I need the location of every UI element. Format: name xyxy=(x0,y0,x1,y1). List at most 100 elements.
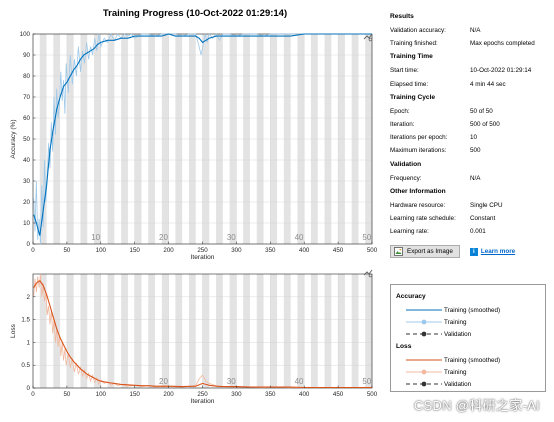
epoch-band xyxy=(66,274,74,388)
plot-window-title: Training Progress (10-Oct-2022 01:29:14) xyxy=(102,8,288,19)
validation-heading: Validation xyxy=(390,160,422,168)
info-label: Learning rate schedule: xyxy=(390,214,456,222)
info-label: Validation accuracy: xyxy=(390,27,446,34)
epoch-band xyxy=(121,274,128,388)
legend-item: Training (smoothed) xyxy=(396,355,536,365)
info-row: Epoch: 50 of 50 xyxy=(390,105,554,118)
x-tick-label: 0 xyxy=(31,247,35,254)
learn-more-link[interactable]: i Learn more xyxy=(469,247,515,256)
info-label: Start time: xyxy=(390,67,419,75)
training-series-line xyxy=(33,273,372,388)
epoch-band xyxy=(107,274,115,388)
y-axis-label: Loss xyxy=(10,323,17,338)
epoch-label: 10 xyxy=(91,233,100,242)
legend-dash-swatch xyxy=(406,381,442,387)
epoch-band xyxy=(80,274,88,388)
x-tick-label: 0 xyxy=(31,391,35,398)
epoch-band xyxy=(351,274,359,388)
x-tick-label: 450 xyxy=(333,247,344,254)
info-label: Elapsed time: xyxy=(390,80,429,88)
info-label: Iterations per epoch: xyxy=(390,134,448,142)
y-tick-label: 60 xyxy=(23,115,30,122)
info-row: Training finished: Max epochs completed xyxy=(390,37,554,50)
info-icon: i xyxy=(469,247,478,256)
axes-toolbar-icon[interactable] xyxy=(363,32,373,42)
x-axis-label: Iteration xyxy=(191,398,215,405)
y-tick-label: 0 xyxy=(27,385,31,392)
legend-item: Training xyxy=(396,317,536,327)
epoch-label: 40 xyxy=(295,233,304,242)
y-tick-label: 70 xyxy=(23,94,30,101)
epoch-band xyxy=(283,274,291,388)
axes-toolbar-icon[interactable] xyxy=(363,268,373,278)
export-button-label: Export as Image xyxy=(407,248,453,255)
info-row: Hardware resource: Single CPU xyxy=(390,199,554,212)
y-tick-label: 100 xyxy=(20,31,31,38)
epoch-band xyxy=(270,274,278,388)
info-value: Max epochs completed xyxy=(470,40,535,48)
x-tick-label: 300 xyxy=(231,247,242,254)
epoch-band xyxy=(39,274,47,388)
x-tick-label: 350 xyxy=(265,391,276,398)
legend-line-swatch xyxy=(406,359,442,361)
training-cycle-heading: Training Cycle xyxy=(390,93,436,101)
epoch-label: 30 xyxy=(227,377,236,386)
epoch-band xyxy=(216,274,223,388)
legend-item: Validation xyxy=(396,329,536,339)
epoch-band xyxy=(148,274,156,388)
info-value: 500 xyxy=(470,147,481,155)
smoothed-series-line xyxy=(33,280,372,389)
info-row: Start time: 10-Oct-2022 01:29:14 xyxy=(390,64,554,77)
x-tick-label: 250 xyxy=(197,391,208,398)
epoch-band xyxy=(310,274,318,388)
other-information-heading: Other Information xyxy=(390,187,446,195)
legend-label: Training (smoothed) xyxy=(444,306,501,314)
epoch-band xyxy=(134,274,142,388)
info-label: Learning rate: xyxy=(390,228,429,236)
x-tick-label: 200 xyxy=(163,247,174,254)
y-axis-label: Accuracy (%) xyxy=(10,119,17,158)
legend-marker-swatch xyxy=(406,319,442,325)
smoothed-series-line xyxy=(33,33,372,236)
accuracy-plot: 0 10 20 30 40 50 60 70 80 90 100 0 50 100 150 200 250 300… xyxy=(10,31,378,261)
info-row: Maximum iterations: 500 xyxy=(390,144,554,157)
epoch-band xyxy=(297,274,305,388)
info-label: Hardware resource: xyxy=(390,201,446,209)
info-row: Learning rate schedule: Constant xyxy=(390,212,554,225)
epoch-band xyxy=(338,274,345,388)
legend-accuracy-heading: Accuracy xyxy=(396,293,426,300)
info-value: Single CPU xyxy=(470,201,503,209)
info-value: N/A xyxy=(470,174,481,182)
y-tick-label: 1 xyxy=(27,339,31,346)
epoch-label: 30 xyxy=(227,233,236,242)
info-value: Constant xyxy=(470,214,496,222)
legend-label: Validation xyxy=(444,330,472,338)
y-tick-label: 20 xyxy=(23,199,30,206)
x-tick-label: 350 xyxy=(265,247,276,254)
legend-label: Training (smoothed) xyxy=(444,356,501,364)
x-tick-label: 100 xyxy=(96,247,107,254)
y-tick-label: 40 xyxy=(23,157,30,164)
x-tick-label: 150 xyxy=(130,391,141,398)
info-label: Iteration: xyxy=(390,120,415,128)
export-as-image-button[interactable]: Export as Image xyxy=(390,245,460,258)
epoch-band xyxy=(243,274,250,388)
epoch-label: 20 xyxy=(159,233,168,242)
legend-dash-swatch xyxy=(406,331,442,337)
info-row: Frequency: N/A xyxy=(390,172,554,185)
legend-item: Training xyxy=(396,367,536,377)
epoch-band xyxy=(256,274,264,388)
action-buttons: Export as Image i Learn more xyxy=(390,245,515,258)
x-tick-label: 50 xyxy=(63,247,70,254)
epoch-band xyxy=(188,274,196,388)
legend-marker-swatch xyxy=(406,369,442,375)
x-tick-label: 450 xyxy=(333,391,344,398)
info-label: Training finished: xyxy=(390,40,438,48)
info-row: Iteration: 500 of 500 xyxy=(390,118,554,131)
epoch-band xyxy=(365,274,372,388)
x-tick-label: 200 xyxy=(163,391,174,398)
x-tick-label: 50 xyxy=(63,391,70,398)
x-tick-label: 500 xyxy=(367,391,378,398)
x-tick-label: 150 xyxy=(130,247,141,254)
training-time-heading: Training Time xyxy=(390,53,433,61)
